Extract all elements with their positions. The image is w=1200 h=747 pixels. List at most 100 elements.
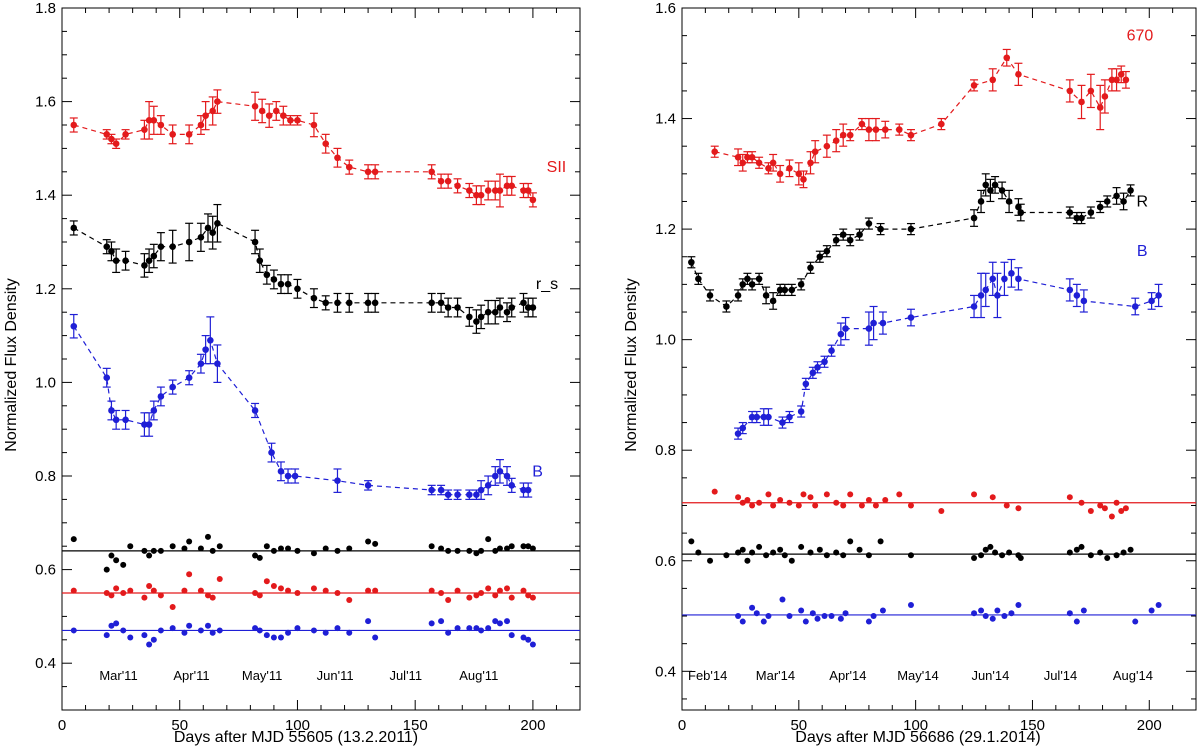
right-residual-point [971,491,978,498]
left-residual-point [120,561,127,568]
left-residual-point [365,618,372,625]
right-residual-point [1008,610,1015,617]
right-residual-point [1097,502,1104,509]
left-residual-point [466,625,473,632]
right-data-point [760,413,768,421]
left-data-point [214,98,221,105]
right-data-point [1113,192,1120,200]
right-data-point [828,347,835,355]
left-residual-point [150,636,157,643]
left-residual-point [438,545,445,552]
right-data-point [1017,209,1025,216]
left-y-tick-label: 0.4 [35,655,56,672]
left-residual-point [525,543,532,550]
left-data-point [141,126,148,133]
left-data-point [145,257,153,265]
left-data-point [428,299,435,307]
right-residual-point [1003,502,1010,509]
right-data-point [823,247,831,255]
left-residual-point [485,625,492,632]
right-data-point [1005,198,1013,205]
right-data-point [839,131,847,139]
right-residual-point [840,552,847,559]
left-data-point [437,299,445,307]
left-data-point [503,308,511,316]
right-residual-point [1113,499,1120,506]
left-residual-point [157,627,164,634]
right-residual-point [1118,508,1125,515]
right-residual-point [1097,549,1104,556]
right-residual-point [770,502,777,509]
right-residual-point [1078,499,1085,506]
left-data-point [103,374,111,382]
right-data-point [755,275,763,283]
right-month-label: Jul'14 [1044,668,1078,683]
left-residual-point [473,592,480,599]
left-residual-point [492,618,499,625]
right-residual-point [739,546,746,553]
right-data-point [907,314,915,321]
right-x-tick-label: 150 [1020,717,1045,734]
left-residual-point [277,634,284,641]
right-data-point [734,153,742,161]
right-month-label: May'14 [897,668,939,683]
right-data-point [765,413,772,421]
left-data-point [477,486,485,494]
right-data-point [970,82,978,89]
right-data-point [1087,87,1095,95]
right-residual-point [1015,505,1022,512]
right-data-point [781,286,789,294]
right-x-tick-label: 50 [790,717,807,734]
right-data-point [1113,76,1120,84]
right-data-point [1101,93,1109,100]
right-series-label: 670 [1127,28,1154,45]
left-residual-point [445,547,452,554]
right-residual-point [749,502,756,509]
left-data-point [529,196,537,204]
left-residual-point [496,587,503,594]
right-data-point [989,76,997,84]
left-residual-point [294,625,301,632]
left-residual-point [428,543,435,550]
right-residual-point [872,502,879,509]
left-data-point [150,407,158,414]
right-residual-point [907,601,914,608]
left-residual-point [520,634,527,641]
left-data-point [529,304,537,311]
left-data-point [291,472,299,480]
right-residual-point [865,618,872,625]
right-residual-point [1108,513,1115,520]
left-residual-point [372,540,379,547]
left-series-label: B [532,463,543,480]
left-residual-point [270,634,277,641]
right-residual-point [1127,546,1134,553]
left-data-point [251,102,259,110]
right-data-point [711,148,719,156]
right-residual-point [1155,601,1162,608]
left-series-label: r_s [536,276,558,293]
left-residual-point [263,632,270,639]
left-residual-point [365,538,372,545]
right-x-tick-label: 0 [678,717,686,734]
right-residual-point [865,552,872,559]
left-data-point [251,407,259,414]
left-data-point [364,168,372,176]
right-data-point [1080,297,1088,305]
right-data-point [1066,209,1074,216]
left-residual-point [529,641,536,648]
left-data-point [287,117,294,124]
right-data-point [753,413,761,421]
right-data-point [814,363,821,371]
left-data-point [251,238,259,246]
left-data-point [265,112,273,119]
left-data-point [524,187,532,194]
right-data-point [821,358,828,366]
left-residual-point [445,629,452,636]
right-data-point [695,275,702,283]
right-data-point [706,292,714,299]
left-data-point [214,219,221,227]
left-data-point [270,276,278,283]
right-residual-point [992,549,999,556]
left-residual-point [263,578,270,585]
left-residual-point [310,585,317,592]
